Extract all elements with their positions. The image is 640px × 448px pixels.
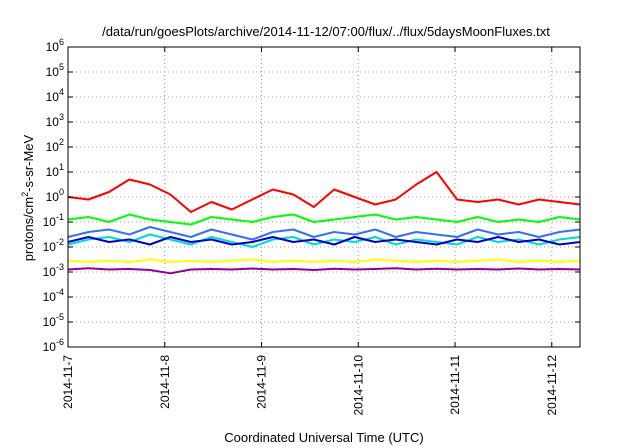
y-tick-exponent: -5 <box>56 312 64 322</box>
y-tick-base: 10 <box>43 265 57 279</box>
y-tick-label: 104 <box>46 87 64 104</box>
series-line-4 <box>67 236 581 246</box>
y-tick-base: 10 <box>46 140 60 154</box>
y-tick-base: 10 <box>43 290 57 304</box>
y-tick-label: 100 <box>46 187 64 204</box>
y-tick-exponent: 4 <box>59 87 64 97</box>
y-tick-base: 10 <box>43 215 57 229</box>
series-line-1 <box>67 213 581 226</box>
y-tick-label: 102 <box>46 137 64 154</box>
x-tick-label: 2014-11-10 <box>351 355 365 416</box>
y-tick-label: 103 <box>46 112 64 129</box>
series-line-0 <box>67 171 581 213</box>
y-tick-base: 10 <box>46 115 60 129</box>
y-tick-base: 10 <box>46 90 60 104</box>
y-tick-base: 10 <box>46 65 60 79</box>
y-axis-title: protons/cm2-s-sr-MeV <box>20 134 36 261</box>
y-axis-title-suffix: -s-sr-MeV <box>21 134 36 191</box>
y-tick-label: 101 <box>46 162 64 179</box>
y-tick-base: 10 <box>43 315 57 329</box>
y-tick-label: 10-1 <box>43 212 64 229</box>
y-tick-label: 10-4 <box>43 287 64 304</box>
y-tick-exponent: 6 <box>59 37 64 47</box>
y-tick-exponent: -6 <box>56 337 64 347</box>
x-tick-label: 2014-11-9 <box>255 355 269 409</box>
x-tick-label: 2014-11-7 <box>61 355 75 409</box>
y-tick-label: 106 <box>46 37 64 54</box>
y-tick-exponent: 5 <box>59 62 64 72</box>
y-tick-label: 10-2 <box>43 237 64 254</box>
x-axis-title: Coordinated Universal Time (UTC) <box>224 430 423 445</box>
x-tick-label: 2014-11-12 <box>545 355 559 416</box>
series-line-2 <box>67 233 581 248</box>
y-tick-label: 10-6 <box>43 337 64 354</box>
x-tick-label: 2014-11-8 <box>158 355 172 409</box>
series-layer <box>67 171 581 275</box>
y-tick-exponent: -1 <box>56 212 64 222</box>
y-tick-exponent: 1 <box>59 162 64 172</box>
y-tick-label: 10-5 <box>43 312 64 329</box>
x-tick-label: 2014-11-11 <box>448 355 462 415</box>
y-tick-exponent: 0 <box>59 187 64 197</box>
y-tick-exponent: 3 <box>59 112 64 122</box>
series-line-3 <box>67 226 581 241</box>
y-tick-exponent: 2 <box>59 137 64 147</box>
y-tick-exponent: -2 <box>56 237 64 247</box>
y-tick-base: 10 <box>43 340 57 354</box>
y-axis-title-superscript: 2 <box>20 192 30 197</box>
y-axis-title-prefix: protons/cm <box>21 197 36 261</box>
y-tick-exponent: -4 <box>56 287 64 297</box>
series-line-6 <box>67 267 581 275</box>
y-tick-label: 10-3 <box>43 262 64 279</box>
y-tick-exponent: -3 <box>56 262 64 272</box>
chart-title: /data/run/goesPlots/archive/2014-11-12/0… <box>102 24 550 39</box>
y-tick-base: 10 <box>43 240 57 254</box>
y-tick-base: 10 <box>46 190 60 204</box>
series-line-5 <box>67 258 581 263</box>
y-tick-label: 105 <box>46 62 64 79</box>
y-tick-base: 10 <box>46 40 60 54</box>
y-tick-base: 10 <box>46 165 60 179</box>
tick-layer: 10-610-510-410-310-210-11001011021031041… <box>43 37 580 416</box>
